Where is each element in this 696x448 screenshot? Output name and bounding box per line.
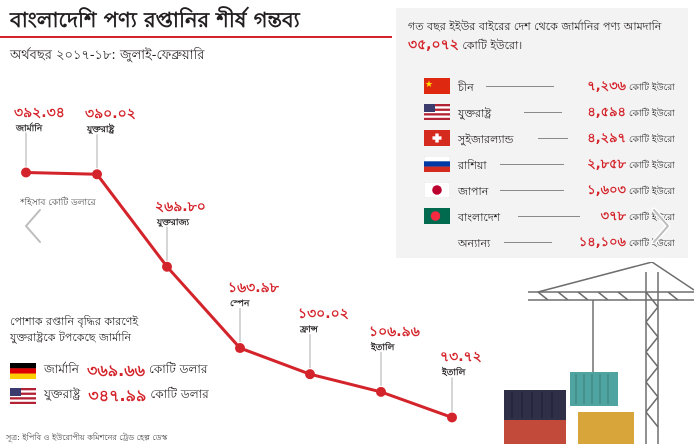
export-line-chart: [21, 132, 457, 423]
source-note: সূত্র: ইপিবি ও ইউরোপীয় কমিশনের ট্রেড হে…: [6, 433, 168, 442]
panel-heading-value: ৩৫,০৭২: [408, 37, 459, 53]
country-unit: কোটি ইউরো: [629, 213, 675, 223]
country-value: ২,৮৫৮: [587, 157, 626, 172]
data-label: ৩৯২.৩৪: [14, 104, 65, 121]
country-name: সুইজারল্যান্ড: [458, 133, 514, 146]
leader-line: [486, 86, 554, 87]
japan-flag-icon: [424, 182, 450, 198]
usa-flag-icon: [10, 388, 36, 404]
germany-imports-panel: গত বছর ইইউর বাইরের দেশ থেকে জার্মানির পণ…: [396, 8, 688, 258]
crane-containers-illustration: [504, 262, 694, 444]
country-name: রাশিয়া: [458, 159, 487, 172]
highlight-text: পোশাক রপ্তানি বৃদ্ধির কারণেই যুক্তরাষ্ট্…: [10, 315, 139, 344]
data-label: ২৬৯.৮০: [155, 198, 206, 215]
country-unit: কোটি ইউরো: [629, 83, 675, 93]
panel-row-usa: যুক্তরাষ্ট্র ৪,৫৯৪ কোটি ইউরো: [396, 102, 688, 122]
highlight-row-usa: যুক্তরাষ্ট্র ৩৪৭.৯৯ কোটি ডলার: [10, 386, 209, 405]
china-flag-icon: [424, 78, 450, 94]
panel-row-switzerland: সুইজারল্যান্ড ৪,২৯৭ কোটি ইউরো: [396, 128, 688, 148]
category-label: জার্মানি: [16, 123, 43, 134]
highlight-row-germany: জার্মানি ৩৬৯.৬৬ কোটি ডলার: [10, 361, 208, 380]
highlight-value: ৩৬৯.৬৬: [86, 360, 146, 380]
country-name: অন্যান্য: [458, 237, 491, 250]
leader-line: [500, 190, 564, 191]
category-label: ফ্রান্স: [300, 325, 318, 336]
page-title: বাংলাদেশি পণ্য রপ্তানির শীর্ষ গন্তব্য: [10, 8, 300, 32]
panel-row-china: চীন ৭,২৩৬ কোটি ইউরো: [396, 76, 688, 96]
country-value: ৪,২৯৭: [587, 131, 626, 146]
country-name: যুক্তরাষ্ট্র: [458, 107, 492, 120]
highlight-name: জার্মানি: [44, 362, 79, 376]
country-unit: কোটি ইউরো: [629, 161, 675, 171]
data-label: ১৩০.০২: [298, 306, 349, 323]
category-label: যুক্তরাজ্য: [157, 217, 190, 228]
title-underline: [0, 36, 392, 38]
data-label: ৭৩.৭২: [440, 349, 482, 366]
data-label: ১৬৩.৯৮: [228, 280, 279, 297]
data-point: [235, 343, 245, 354]
country-unit: কোটি ইউরো: [629, 239, 675, 249]
category-label: ইতালি: [371, 342, 395, 353]
data-point: [21, 167, 31, 178]
highlight-name: যুক্তরাষ্ট্র: [44, 387, 81, 401]
data-point: [376, 386, 386, 397]
data-point: [162, 261, 172, 272]
data-label: ১০৬.৯৬: [369, 323, 420, 340]
leader-line: [518, 216, 580, 217]
highlight-value: ৩৪৭.৯৯: [88, 385, 147, 405]
leader-line: [500, 164, 564, 165]
panel-heading: গত বছর ইইউর বাইরের দেশ থেকে জার্মানির পণ…: [408, 18, 678, 55]
bangladesh-flag-icon: [424, 208, 450, 224]
leader-line: [504, 242, 552, 243]
panel-row-japan: জাপান ১,৬০৩ কোটি ইউরো: [396, 180, 688, 200]
country-value: ৪,৫৯৪: [587, 105, 626, 120]
data-point: [92, 169, 102, 180]
switzerland-flag-icon: [424, 130, 450, 146]
country-unit: কোটি ইউরো: [629, 109, 675, 119]
unit-note: *হিসাব কোটি ডলারে: [20, 198, 96, 208]
data-point: [447, 412, 457, 423]
category-label: যুক্তরাষ্ট্র: [87, 125, 115, 136]
leader-line: [524, 112, 562, 113]
country-name: চীন: [458, 81, 474, 94]
germany-flag-icon: [10, 363, 36, 379]
russia-flag-icon: [424, 156, 450, 172]
highlight-unit: কোটি ডলার: [150, 387, 209, 401]
data-label: ৩৯০.০২: [85, 106, 136, 123]
country-value: ৩৭৮: [600, 209, 626, 224]
country-unit: কোটি ইউরো: [629, 135, 675, 145]
country-unit: কোটি ইউরো: [629, 187, 675, 197]
usa-flag-icon: [424, 104, 450, 120]
panel-row-russia: রাশিয়া ২,৮৫৮ কোটি ইউরো: [396, 154, 688, 174]
country-value: ১,৬০৩: [587, 183, 626, 198]
country-value: ১৪,১০৬: [578, 235, 626, 250]
leader-line: [538, 138, 568, 139]
series-markers: [21, 132, 457, 423]
highlight-unit: কোটি ডলার: [149, 362, 208, 376]
chevron-right-icon[interactable]: [646, 206, 676, 246]
chevron-left-icon[interactable]: [18, 206, 48, 246]
category-label: ইতালি: [442, 368, 466, 379]
chart-subtitle: অর্থবছর ২০১৭-১৮: জুলাই-ফেব্রুয়ারি: [10, 48, 205, 63]
country-value: ৭,২৩৬: [587, 79, 626, 94]
panel-row-bangladesh: বাংলাদেশ ৩৭৮ কোটি ইউরো: [396, 206, 688, 226]
country-name: বাংলাদেশ: [458, 211, 501, 224]
panel-heading-text: গত বছর ইইউর বাইরের দেশ থেকে জার্মানির পণ…: [408, 20, 662, 33]
data-point: [305, 369, 315, 380]
category-label: স্পেন: [230, 299, 250, 310]
panel-row-others: অন্যান্য ১৪,১০৬ কোটি ইউরো: [396, 232, 688, 252]
panel-heading-unit: কোটি ইউরো।: [462, 39, 523, 52]
country-name: জাপান: [458, 185, 489, 198]
